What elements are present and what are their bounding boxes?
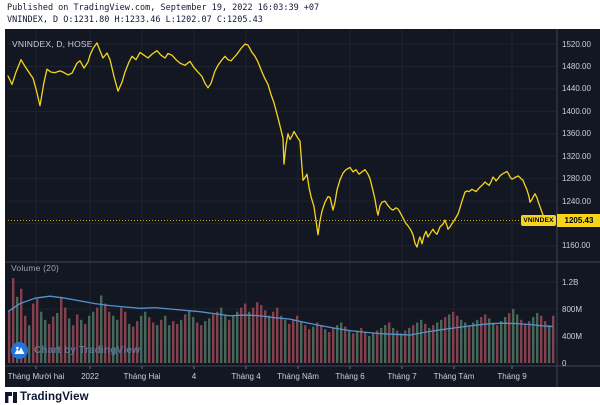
tradingview-logo-icon xyxy=(11,342,28,359)
time-axis-label: Tháng Hai xyxy=(123,372,161,381)
time-axis-label: Tháng 7 xyxy=(387,372,417,381)
chart-panel: VNINDEX, D, HOSE Volume (20) 1520.00 1480… xyxy=(5,29,600,387)
price-axis-label: 1240.00 xyxy=(562,196,591,206)
price-axis-label: 1520.00 xyxy=(562,39,591,49)
symbol-pane-label: VNINDEX, D, HOSE xyxy=(12,39,93,49)
published-header: Published on TradingView.com, September … xyxy=(7,3,320,13)
price-axis-label: 1400.00 xyxy=(562,106,591,116)
volume-axis-label: 1.2B xyxy=(562,277,579,287)
footer-tradingview-logo: TradingView xyxy=(5,391,89,405)
price-axis-label: 1360.00 xyxy=(562,129,591,139)
volume-axis-label: 0 xyxy=(562,358,567,368)
price-volume-chart[interactable] xyxy=(5,29,600,387)
price-axis-label: 1280.00 xyxy=(562,174,591,184)
time-axis-label: Tháng 6 xyxy=(335,372,365,381)
price-axis-label: 1160.00 xyxy=(562,241,591,251)
last-price-axis-label: 1205.43 xyxy=(557,214,600,227)
price-axis-label: 1480.00 xyxy=(562,61,591,71)
watermark-label: Chart by TradingView xyxy=(34,345,141,356)
chart-by-tradingview-watermark[interactable]: Chart by TradingView xyxy=(11,342,140,359)
time-axis-label: Tháng 4 xyxy=(231,372,261,381)
footer-logo-text: TradingView xyxy=(20,391,89,403)
time-axis-label: 2022 xyxy=(81,372,99,381)
price-axis-label: 1440.00 xyxy=(562,84,591,94)
time-axis-label: Tháng Tám xyxy=(433,372,475,381)
series-price-flag: VNINDEX xyxy=(521,215,556,226)
time-scale[interactable] xyxy=(5,367,557,387)
time-axis-label: 4 xyxy=(191,372,197,381)
volume-pane-label: Volume (20) xyxy=(11,263,60,273)
time-axis-label: Tháng Năm xyxy=(277,372,319,381)
time-axis-label: Tháng Mười hai xyxy=(7,372,65,381)
volume-axis-label: 400M xyxy=(562,331,583,341)
price-scale[interactable] xyxy=(557,29,600,366)
tradingview-mark-icon xyxy=(5,392,17,403)
time-axis-label: Tháng 9 xyxy=(497,372,527,381)
volume-axis-label: 800M xyxy=(562,304,583,314)
price-axis-label: 1320.00 xyxy=(562,151,591,161)
ohlc-header: VNINDEX, D O:1231.80 H:1233.46 L:1202.07… xyxy=(7,15,263,25)
